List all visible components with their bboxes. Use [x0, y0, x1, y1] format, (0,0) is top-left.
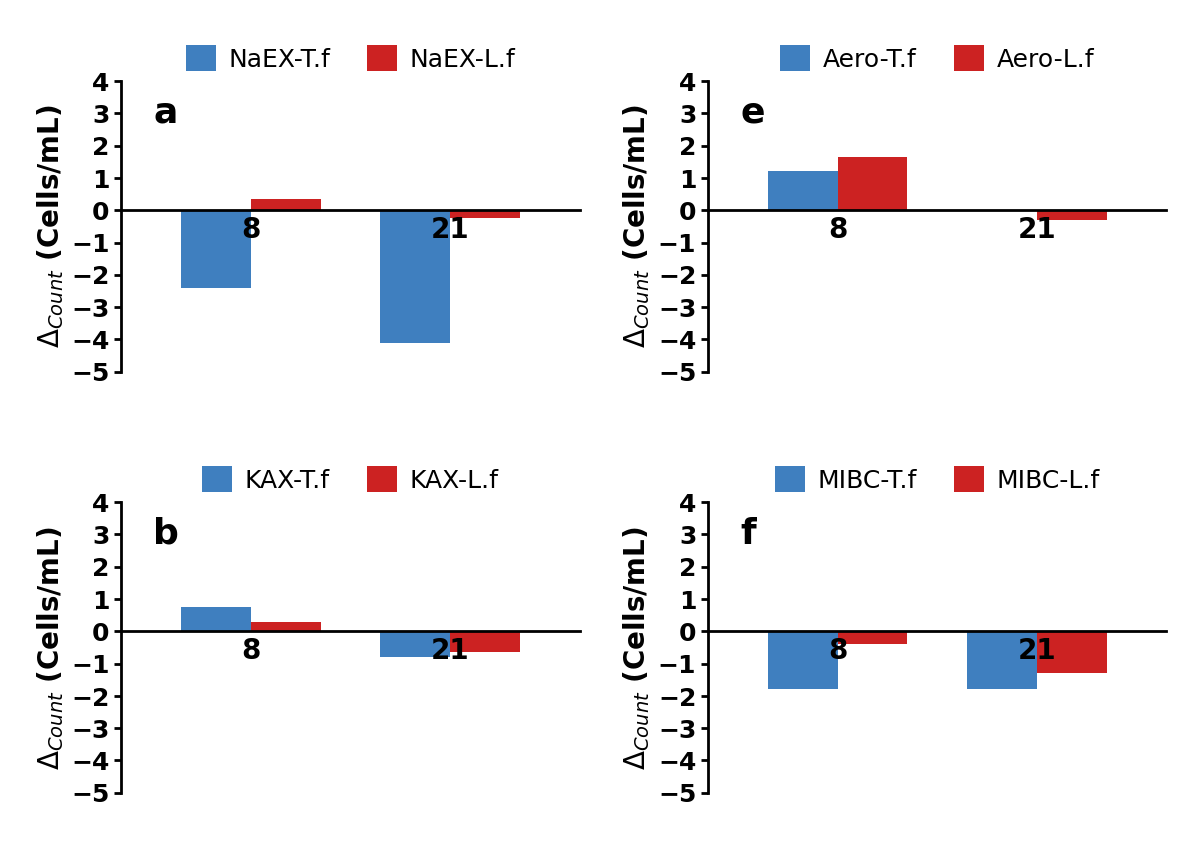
Text: f: f — [740, 517, 755, 551]
Bar — [450, 632, 520, 653]
Y-axis label: $\Delta_{Count}$ (Cells/mL): $\Delta_{Count}$ (Cells/mL) — [621, 104, 652, 349]
Bar — [837, 632, 907, 644]
Text: b: b — [154, 517, 179, 551]
Legend: MIBC-T.f, MIBC-L.f: MIBC-T.f, MIBC-L.f — [765, 456, 1110, 503]
Bar — [837, 157, 907, 210]
Bar — [967, 632, 1036, 690]
Bar — [1036, 210, 1106, 220]
Bar — [381, 632, 450, 657]
Bar — [1036, 632, 1106, 674]
Text: e: e — [740, 96, 765, 130]
Bar — [181, 210, 251, 288]
Legend: Aero-T.f, Aero-L.f: Aero-T.f, Aero-L.f — [770, 35, 1104, 82]
Y-axis label: $\Delta_{Count}$ (Cells/mL): $\Delta_{Count}$ (Cells/mL) — [35, 104, 66, 349]
Text: a: a — [154, 96, 178, 130]
Legend: KAX-T.f, KAX-L.f: KAX-T.f, KAX-L.f — [192, 456, 509, 503]
Y-axis label: $\Delta_{Count}$ (Cells/mL): $\Delta_{Count}$ (Cells/mL) — [35, 525, 66, 770]
Bar — [181, 607, 251, 632]
Bar — [450, 210, 520, 218]
Legend: NaEX-T.f, NaEX-L.f: NaEX-T.f, NaEX-L.f — [175, 35, 526, 82]
Bar — [251, 199, 321, 210]
Bar — [381, 210, 450, 343]
Bar — [767, 632, 837, 690]
Bar — [767, 172, 837, 210]
Y-axis label: $\Delta_{Count}$ (Cells/mL): $\Delta_{Count}$ (Cells/mL) — [621, 525, 652, 770]
Bar — [251, 621, 321, 632]
